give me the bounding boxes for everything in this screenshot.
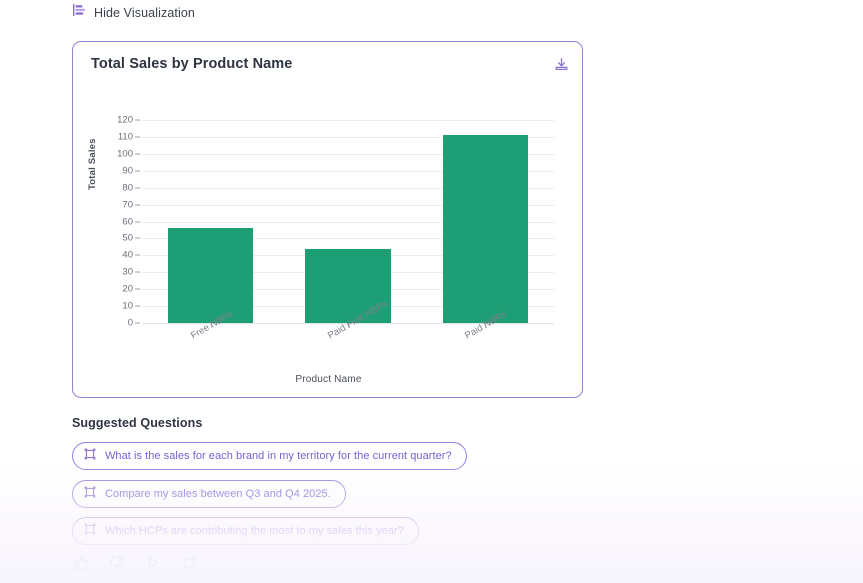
grid-line [142, 187, 554, 189]
y-tick-mark [135, 322, 140, 324]
retry-icon[interactable] [178, 552, 200, 574]
grid-line [142, 120, 554, 121]
feedback-actions [70, 552, 200, 574]
grid-line [142, 136, 554, 138]
x-tick-mark [348, 323, 349, 328]
visualization-card: Total Sales by Product Name Total Sales … [72, 41, 583, 398]
frame-crop-icon [84, 447, 96, 465]
chart-bar[interactable] [442, 135, 528, 323]
download-icon[interactable] [550, 53, 572, 75]
hide-visualization-toggle[interactable]: Hide Visualization [72, 3, 195, 22]
y-tick-label: 60 [122, 216, 133, 227]
bar-slot [442, 120, 528, 323]
y-tick-label: 50 [122, 232, 133, 244]
suggested-question-chip-1[interactable]: What is the sales for each brand in my t… [72, 442, 467, 470]
y-tick-mark [135, 136, 140, 138]
y-tick-label: 100 [117, 148, 133, 160]
suggested-question-label: What is the sales for each brand in my t… [105, 450, 452, 462]
suggested-question-label: Compare my sales between Q3 and Q4 2025. [105, 488, 331, 500]
y-tick-mark [135, 254, 140, 256]
grid-line [142, 204, 554, 206]
y-tick-label: 80 [122, 182, 133, 194]
y-tick-label: 120 [117, 114, 133, 126]
grid-line [142, 221, 554, 223]
suggested-questions-heading: Suggested Questions [72, 416, 203, 430]
frame-crop-icon [84, 485, 96, 503]
y-tick-label: 90 [122, 165, 133, 177]
hide-visualization-label: Hide Visualization [94, 5, 195, 20]
y-tick-mark [135, 288, 140, 290]
y-tick-mark [135, 221, 140, 222]
chart-bar[interactable] [168, 228, 254, 323]
y-tick-mark [135, 119, 140, 121]
y-tick-label: 40 [122, 249, 133, 261]
frame-crop-icon [84, 522, 96, 540]
play-icon[interactable] [142, 552, 164, 574]
y-tick-label: 20 [122, 283, 133, 295]
thumbs-down-icon[interactable] [106, 552, 128, 574]
y-tick-mark [135, 271, 140, 273]
chart-title: Total Sales by Product Name [91, 56, 293, 72]
bar-slot [168, 120, 254, 323]
y-tick-mark [135, 237, 140, 239]
y-tick-mark [135, 305, 140, 307]
y-tick-label: 70 [122, 199, 133, 211]
y-axis-title: Total Sales [87, 138, 98, 190]
suggested-question-chip-3[interactable]: Which HCPs are contributing the most to … [72, 517, 419, 545]
bars-container [142, 120, 554, 323]
grid-line [142, 153, 554, 155]
chart-plot: Total Sales 0 10 20 30 40 50 60 70 80 90 100 110 120… [73, 42, 584, 399]
grid-line [142, 170, 554, 172]
x-axis-title: Product Name [295, 374, 362, 385]
x-tick-mark [485, 323, 487, 328]
y-tick-label: 0 [127, 317, 133, 329]
y-tick-mark [135, 153, 140, 155]
suggested-question-chip-2[interactable]: Compare my sales between Q3 and Q4 2025. [72, 480, 346, 508]
bar-slot [305, 120, 391, 323]
y-tick-mark [135, 204, 140, 206]
suggested-question-label: Which HCPs are contributing the most to … [105, 525, 404, 537]
y-tick-label: 110 [117, 131, 133, 143]
y-tick-label: 10 [122, 300, 133, 312]
y-tick-mark [135, 187, 140, 189]
y-tick-mark [135, 170, 140, 172]
bar-chart-icon [72, 3, 86, 22]
grid-line [142, 238, 554, 240]
chart-bar[interactable] [305, 248, 391, 323]
y-tick-label: 30 [122, 266, 133, 278]
thumbs-up-icon[interactable] [70, 552, 92, 574]
x-tick-mark [210, 323, 212, 328]
